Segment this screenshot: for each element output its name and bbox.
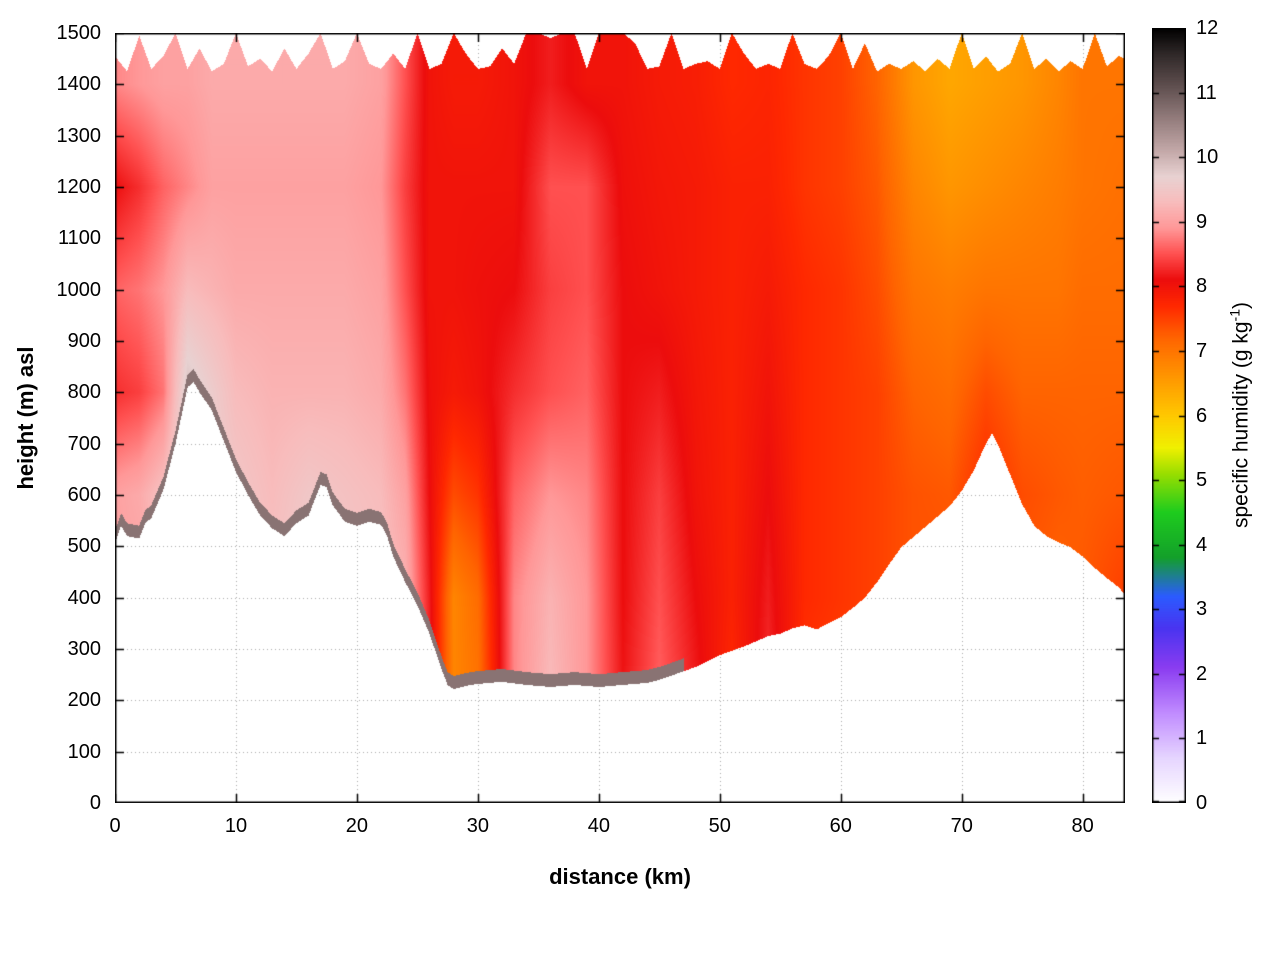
x-tick-label: 0 [109, 815, 121, 837]
x-tick-label: 50 [708, 815, 731, 837]
y-tick-label: 900 [67, 330, 101, 352]
colorbar-tick-label: 12 [1196, 17, 1219, 39]
colorbar-tick-label: 9 [1196, 210, 1208, 233]
y-tick-label: 600 [67, 484, 101, 506]
colorbar-tick-label: 10 [1196, 146, 1219, 169]
y-tick-label: 100 [67, 740, 101, 763]
x-tick-label: 20 [345, 815, 369, 837]
colorbar-tick-label: 3 [1196, 598, 1208, 621]
colorbar-title: specific humidity (g kg-1) [1227, 302, 1254, 528]
y-tick-label: 1000 [56, 278, 102, 301]
y-tick-label: 800 [67, 381, 101, 404]
x-axis-title: distance (km) [549, 864, 691, 889]
y-tick-label: 1100 [57, 227, 101, 250]
colorbar-tick-label: 8 [1196, 275, 1208, 298]
x-tick-label: 10 [224, 815, 248, 837]
y-tick-label: 0 [89, 792, 101, 814]
y-tick-label: 500 [67, 535, 101, 558]
heatmap-plot [115, 33, 1125, 803]
y-tick-label: 1500 [56, 22, 102, 44]
colorbar [1152, 28, 1186, 803]
x-tick-label: 70 [950, 815, 973, 837]
y-tick-label: 1300 [56, 124, 102, 147]
y-tick-label: 1200 [56, 176, 102, 198]
colorbar-tick-label: 0 [1196, 792, 1208, 814]
colorbar-tick-label: 6 [1196, 404, 1208, 427]
y-tick-label: 300 [67, 638, 101, 660]
y-tick-label: 700 [67, 432, 101, 455]
colorbar-tick-label: 11 [1196, 81, 1217, 104]
colorbar-tick-label: 7 [1196, 339, 1208, 362]
colorbar-title-superscript: -1 [1226, 308, 1243, 322]
colorbar-title-suffix: ) [1229, 301, 1253, 309]
y-tick-label: 400 [67, 586, 101, 609]
y-tick-label: 1400 [56, 73, 102, 96]
x-tick-label: 80 [1071, 815, 1094, 837]
colorbar-tick-label: 4 [1196, 533, 1208, 556]
colorbar-tick-label: 1 [1196, 727, 1208, 750]
colorbar-title-text: specific humidity (g kg [1229, 321, 1253, 529]
x-tick-label: 40 [587, 815, 610, 837]
colorbar-tick-label: 2 [1196, 662, 1208, 685]
x-tick-label: 60 [829, 815, 852, 837]
x-tick-label: 30 [466, 815, 489, 837]
y-axis-title: height (m) asl [13, 346, 38, 490]
colorbar-tick-label: 5 [1196, 469, 1208, 492]
y-tick-label: 200 [67, 689, 101, 712]
